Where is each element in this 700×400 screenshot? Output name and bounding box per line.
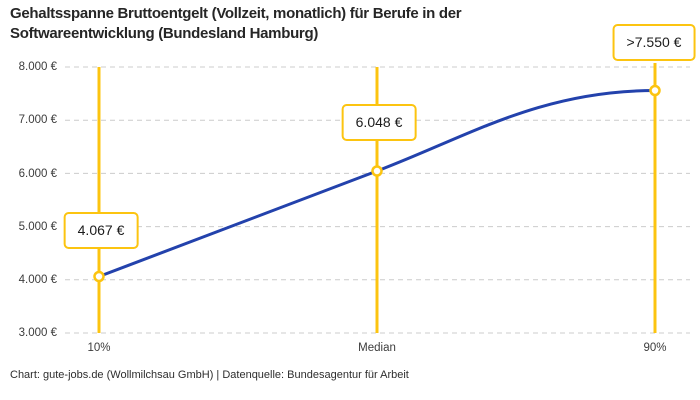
value-label-90th-percentile: >7.550 € [612, 24, 696, 62]
data-point-median [371, 165, 383, 177]
data-point-90th-percentile [649, 84, 661, 97]
x-tick-median: Median [358, 342, 396, 354]
y-tick-6000: 6.000 € [18, 168, 57, 180]
value-label-median: 6.048 € [341, 104, 417, 142]
data-point-10th-percentile [93, 270, 105, 283]
y-tick-7000: 7.000 € [18, 114, 57, 126]
y-tick-3000: 3.000 € [18, 327, 57, 339]
chart-title: Gehaltsspanne Bruttoentgelt (Vollzeit, m… [10, 5, 462, 43]
source-credit: Chart: gute-jobs.de (Wollmilchsau GmbH) … [10, 369, 409, 381]
x-tick-10-percent: 10% [87, 342, 111, 354]
y-tick-4000: 4.000 € [18, 274, 57, 286]
value-label-10th-percentile: 4.067 € [63, 212, 139, 250]
salary-curve [98, 89, 656, 278]
y-tick-8000: 8.000 € [18, 61, 57, 73]
x-tick-90-percent: 90% [643, 342, 667, 354]
y-tick-5000: 5.000 € [18, 221, 57, 233]
